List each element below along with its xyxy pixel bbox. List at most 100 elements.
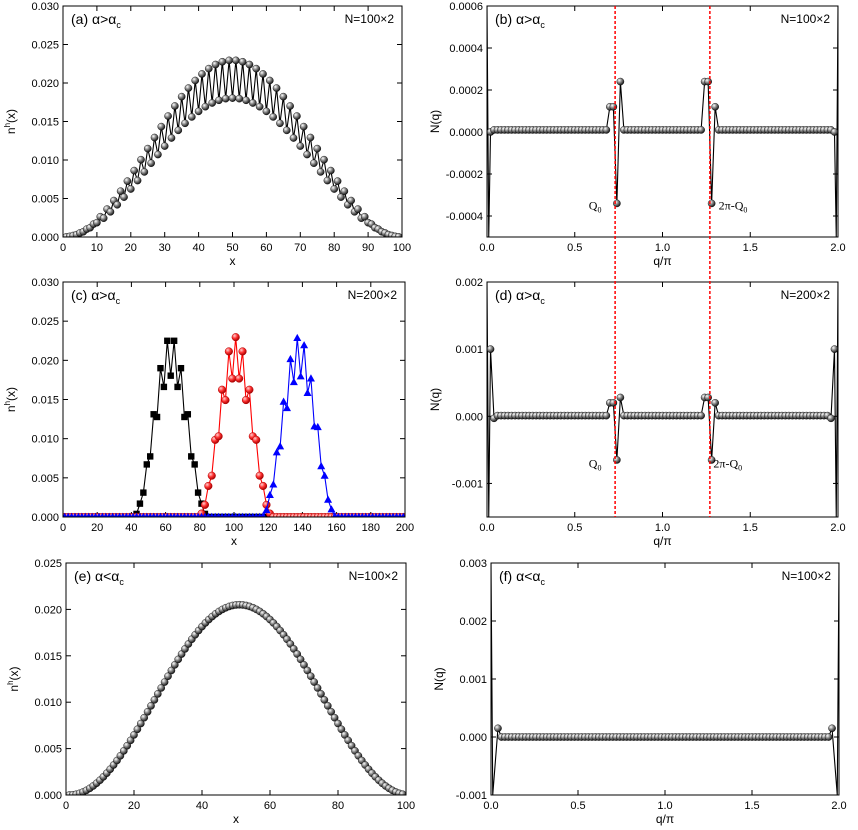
data-point xyxy=(711,399,719,407)
x-tick-label: 40 xyxy=(196,800,208,812)
data-point xyxy=(212,512,218,517)
data-point xyxy=(276,119,284,128)
data-point xyxy=(340,187,349,195)
y-axis-label: nh(x) xyxy=(3,387,18,412)
data-point xyxy=(235,374,244,383)
data-point xyxy=(147,159,155,167)
data-point xyxy=(245,60,254,69)
x-tick-label: 180 xyxy=(362,522,380,534)
y-tick-label: 0.005 xyxy=(34,744,62,756)
data-point xyxy=(137,155,145,164)
x-tick-label: 90 xyxy=(362,242,374,254)
data-point xyxy=(228,94,237,102)
y-tick-label: 0.010 xyxy=(31,434,59,446)
x-tick-label: 120 xyxy=(259,522,277,534)
data-point xyxy=(303,150,311,159)
data-point xyxy=(334,719,342,728)
data-point xyxy=(306,133,315,142)
data-point xyxy=(160,383,168,391)
x-tick-label: 80 xyxy=(332,800,344,812)
data-point xyxy=(293,112,301,120)
x-tick-label: 100 xyxy=(397,800,415,812)
x-tick-label: 2.0 xyxy=(830,522,845,534)
data-point xyxy=(704,393,712,402)
data-point xyxy=(188,113,196,121)
data-point xyxy=(140,489,147,496)
data-point xyxy=(99,214,108,222)
data-point xyxy=(303,666,312,675)
y-tick-label: -0.001 xyxy=(456,790,487,802)
data-point xyxy=(204,64,213,73)
data-point xyxy=(344,736,353,745)
data-point xyxy=(327,708,336,716)
data-point xyxy=(310,159,318,167)
data-point xyxy=(206,512,211,517)
y-tick-label: 0.001 xyxy=(459,674,487,686)
axes-frame xyxy=(486,281,839,518)
data-point xyxy=(255,471,264,480)
data-point xyxy=(170,337,178,344)
data-point xyxy=(223,512,228,517)
annotation: Q0 xyxy=(589,456,602,472)
data-point xyxy=(219,512,225,517)
y-tick-label: 0.000 xyxy=(34,790,62,802)
data-point xyxy=(323,702,332,710)
x-axis-label: x xyxy=(231,534,237,548)
data-point xyxy=(252,64,261,73)
data-point xyxy=(300,341,309,349)
y-tick-label: 0.003 xyxy=(459,558,487,570)
data-point xyxy=(188,512,194,517)
data-point xyxy=(602,411,611,420)
data-point xyxy=(289,134,298,142)
series-line xyxy=(64,340,404,517)
data-point xyxy=(346,512,351,517)
data-point xyxy=(123,512,129,517)
data-point xyxy=(824,733,833,741)
x-tick-label: 20 xyxy=(125,242,137,254)
plot-area xyxy=(63,333,405,517)
data-point xyxy=(164,512,170,517)
data-point xyxy=(93,218,101,227)
data-point xyxy=(360,212,369,221)
x-axis-label: q/π xyxy=(653,254,671,268)
data-point xyxy=(337,725,346,734)
data-point xyxy=(143,144,152,153)
data-point xyxy=(320,155,328,164)
data-point xyxy=(354,205,362,213)
y-axis-label: nh(x) xyxy=(6,666,21,691)
y-tick-label: 0.020 xyxy=(31,355,59,367)
data-point xyxy=(69,512,74,517)
data-point xyxy=(317,690,325,698)
data-point xyxy=(247,512,252,517)
data-point xyxy=(300,661,308,669)
data-point xyxy=(170,661,179,669)
data-point xyxy=(613,456,621,464)
data-point xyxy=(63,512,68,517)
series-line xyxy=(66,60,399,237)
data-point xyxy=(243,512,249,517)
y-tick-label: 0.000 xyxy=(31,512,59,524)
data-point xyxy=(316,168,325,176)
data-point xyxy=(231,333,240,342)
data-point xyxy=(181,119,189,128)
plot-area xyxy=(487,282,838,517)
data-point xyxy=(262,107,271,116)
data-point xyxy=(167,134,176,142)
data-point xyxy=(200,500,209,509)
x-tick-label: 1.5 xyxy=(744,800,759,812)
data-point xyxy=(240,512,245,517)
data-point xyxy=(253,512,259,517)
data-point xyxy=(260,511,266,517)
panel-label: (e) α<αc xyxy=(74,568,124,587)
data-point xyxy=(363,512,369,517)
data-point xyxy=(133,725,142,734)
x-tick-label: 40 xyxy=(125,522,137,534)
data-point xyxy=(76,512,81,517)
x-tick-label: 0 xyxy=(60,522,66,534)
data-point xyxy=(609,399,618,407)
size-label: N=200×2 xyxy=(781,288,831,302)
data-point xyxy=(255,102,264,111)
axes-frame xyxy=(65,562,407,796)
data-point xyxy=(245,385,254,394)
x-tick-label: 80 xyxy=(328,242,340,254)
